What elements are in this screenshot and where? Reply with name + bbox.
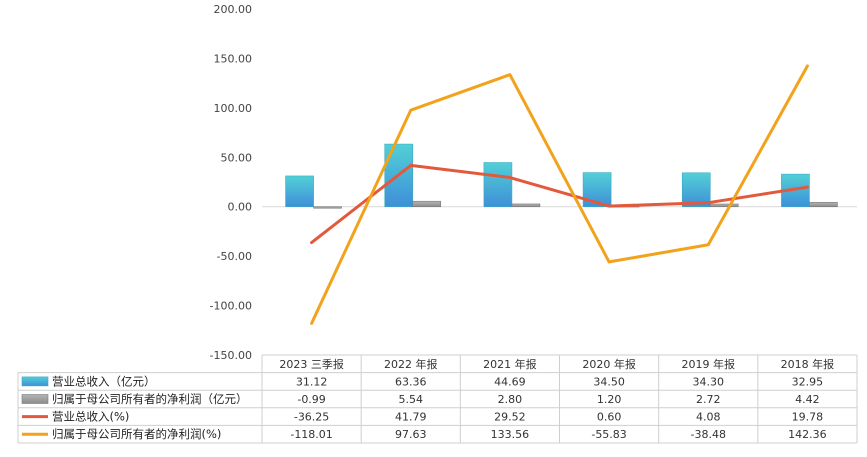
data-label: 31.12 [296, 375, 328, 388]
data-label: 44.69 [494, 375, 526, 388]
bar-revenue [681, 172, 711, 208]
data-label: -38.48 [691, 428, 726, 441]
data-label: 142.36 [788, 428, 827, 441]
data-label: -36.25 [294, 411, 329, 424]
y-tick-label: 0.00 [228, 201, 253, 214]
data-label: 32.95 [792, 375, 824, 388]
legend-label: 归属于母公司所有者的净利润(%) [52, 427, 221, 441]
data-label: 41.79 [395, 411, 427, 424]
data-label: 29.52 [494, 411, 526, 424]
data-label: 1.20 [597, 393, 622, 406]
y-tick-label: 150.00 [214, 52, 253, 65]
data-label: -0.99 [297, 393, 325, 406]
legend-label: 归属于母公司所有者的净利润（亿元） [52, 392, 248, 406]
y-tick-label: -100.00 [210, 300, 252, 313]
data-label: 5.54 [399, 393, 424, 406]
category-label: 2023 三季报 [279, 357, 344, 371]
bar-net-profit [511, 203, 541, 208]
category-label: 2022 年报 [384, 357, 438, 371]
bar-revenue [483, 162, 513, 208]
data-label: 2.72 [696, 393, 721, 406]
y-tick-label: 200.00 [214, 3, 253, 16]
data-label: 4.42 [795, 393, 820, 406]
legend-label: 营业总收入（亿元） [52, 374, 156, 388]
category-label: 2021 年报 [483, 357, 537, 371]
data-label: 34.30 [693, 375, 725, 388]
y-tick-label: 100.00 [214, 102, 253, 115]
data-label: 133.56 [491, 428, 530, 441]
data-table: 2023 三季报 2022 年报 2021 年报 2020 年报 2019 年报 2018… [17, 354, 858, 444]
data-label: -118.01 [290, 428, 332, 441]
data-label: 2.80 [498, 393, 523, 406]
data-label: -55.83 [591, 428, 626, 441]
data-label: 0.60 [597, 411, 622, 424]
y-tick-label: 50.00 [221, 151, 253, 164]
bar-revenue [285, 175, 314, 208]
lines-layer [310, 64, 809, 325]
data-label: 19.78 [792, 411, 824, 424]
data-label: 97.63 [395, 428, 427, 441]
category-label: 2019 年报 [682, 357, 736, 371]
legend-swatch [21, 376, 49, 387]
bar-net-profit [313, 206, 342, 209]
y-axis: 200.00 150.00 100.00 50.00 0.00 -50.00 -100.00… [210, 3, 857, 362]
data-label: 4.08 [696, 411, 721, 424]
y-tick-label: -150.00 [210, 349, 252, 362]
line-revenue-growth [310, 163, 809, 245]
bar-net-profit [709, 203, 739, 208]
data-label: 34.50 [593, 375, 625, 388]
y-tick-label: -50.00 [217, 250, 252, 263]
legend-swatch [21, 394, 49, 404]
category-label: 2018 年报 [781, 357, 835, 371]
category-label: 2020 年报 [582, 357, 636, 371]
legend-label: 营业总收入(%) [52, 410, 129, 424]
data-label: 63.36 [395, 375, 427, 388]
bar-net-profit [412, 200, 442, 208]
line-net-profit-growth [310, 64, 809, 325]
bar-net-profit [809, 202, 838, 208]
